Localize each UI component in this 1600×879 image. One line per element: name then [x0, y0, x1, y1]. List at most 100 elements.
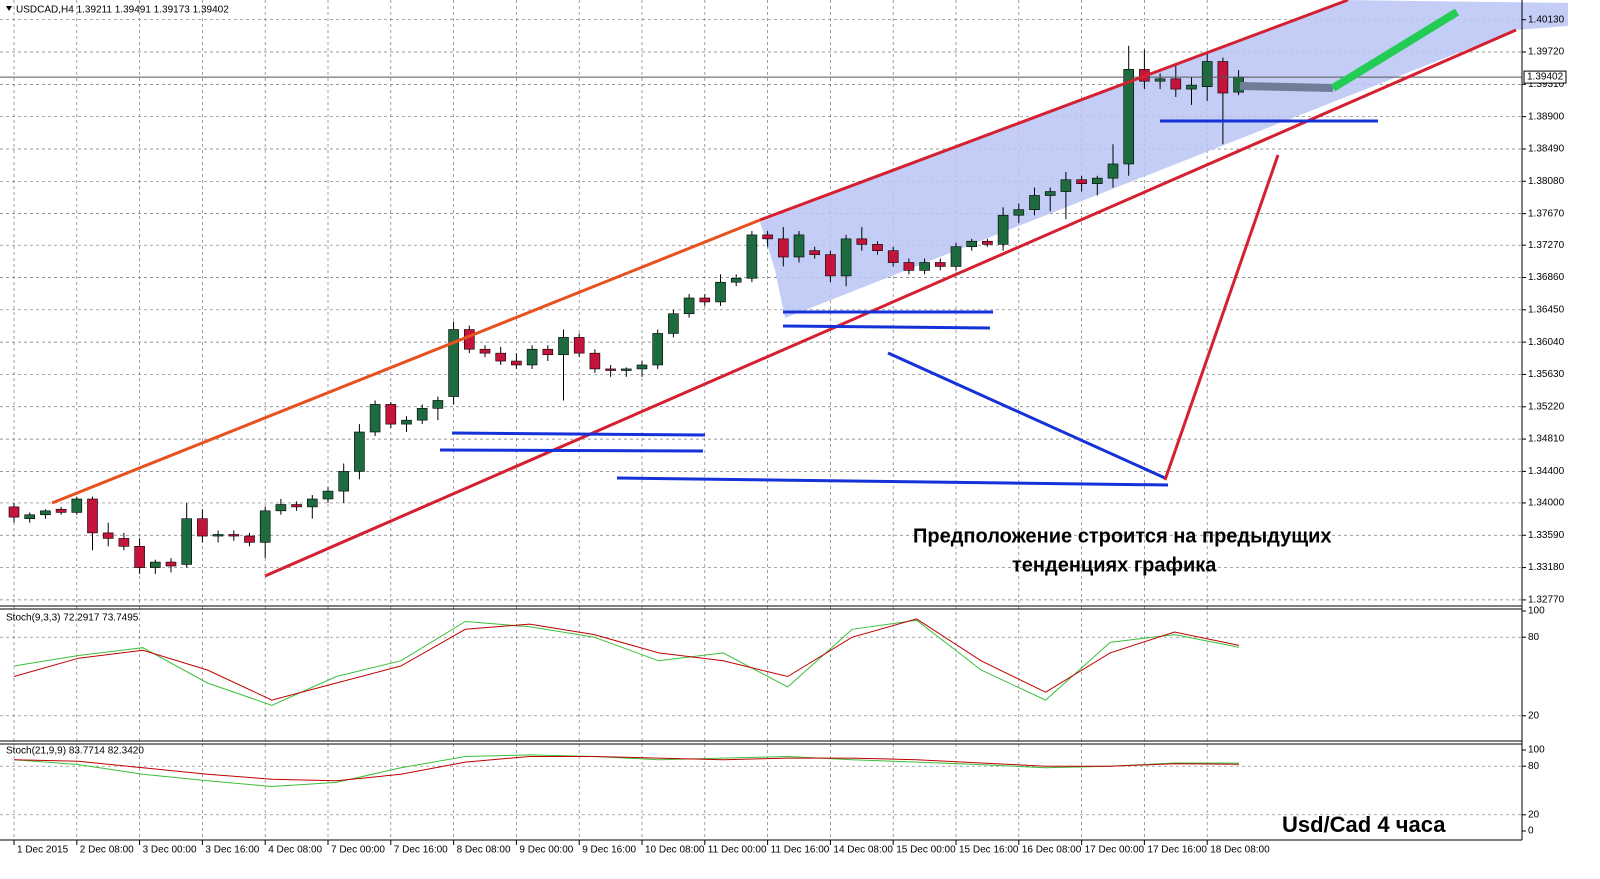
candle-body	[511, 360, 522, 366]
candle-body	[573, 337, 585, 354]
channel-upper-line	[51, 218, 761, 505]
candle-body	[338, 471, 350, 492]
y-tick-label: 20	[1528, 809, 1540, 820]
candle-body	[966, 240, 978, 248]
y-tick-label: 1.33180	[1528, 562, 1565, 573]
y-tick-label: 100	[1528, 606, 1545, 617]
candle-body	[715, 281, 726, 303]
candle-body	[354, 431, 365, 472]
candle-body	[1107, 163, 1119, 179]
candle-body	[401, 419, 412, 425]
candle-body	[1044, 191, 1056, 196]
candle-body	[432, 400, 444, 409]
candle-body	[385, 404, 397, 425]
candle-body	[463, 329, 475, 350]
annotation: Usd/Cad 4 часа	[1282, 812, 1446, 837]
annotation: тенденциях графика	[1012, 554, 1217, 576]
x-tick-label: 9 Dec 16:00	[582, 845, 636, 856]
candle-body	[872, 244, 883, 251]
candle-body	[950, 246, 962, 267]
stoch-line	[13, 619, 1240, 706]
candle-body	[448, 329, 459, 397]
candle-body	[118, 538, 130, 547]
y-tick-label: 1.36040	[1528, 337, 1565, 348]
x-tick-label: 3 Dec 16:00	[205, 845, 259, 856]
candle-body	[102, 532, 114, 539]
arrow-line	[887, 351, 1166, 480]
x-tick-label: 4 Dec 08:00	[268, 845, 322, 856]
candle-body	[1076, 179, 1087, 184]
x-tick-label: 18 Dec 08:00	[1210, 845, 1270, 856]
x-tick-label: 17 Dec 16:00	[1147, 845, 1207, 856]
candle-body	[1123, 69, 1134, 165]
candle-body	[55, 508, 67, 513]
y-tick-label: 1.32770	[1528, 595, 1565, 606]
y-tick-label: 1.35220	[1528, 401, 1565, 412]
level-line	[616, 476, 1169, 487]
candle-body	[1201, 61, 1213, 88]
x-tick-label: 8 Dec 08:00	[457, 845, 511, 856]
candle-body	[165, 561, 177, 567]
x-tick-label: 7 Dec 00:00	[331, 845, 385, 856]
y-tick-label: 1.39720	[1528, 47, 1565, 58]
y-tick-label: 1.34400	[1528, 466, 1565, 477]
y-tick-label: 1.40130	[1528, 14, 1565, 25]
candle-body	[1029, 195, 1040, 210]
candle-body	[495, 352, 507, 362]
candle-body	[369, 404, 381, 433]
y-tick-label: 1.34810	[1528, 434, 1565, 445]
candle-body	[291, 504, 302, 508]
level-line	[782, 324, 991, 330]
y-tick-label: 1.39310	[1528, 79, 1565, 90]
candle-body	[1170, 78, 1182, 90]
candle-body	[8, 506, 20, 518]
candle-body	[777, 238, 789, 258]
candle-body	[903, 262, 915, 271]
candle-body	[71, 498, 83, 513]
candle-body	[605, 368, 616, 371]
candle-body	[259, 510, 271, 543]
y-tick-label: 1.38490	[1528, 144, 1565, 155]
candle-body	[825, 254, 836, 277]
candle-body	[150, 561, 161, 568]
candle-body	[1186, 84, 1197, 90]
x-tick-label: 1 Dec 2015	[17, 845, 69, 856]
y-tick-label: 20	[1528, 710, 1540, 721]
candle-body	[1060, 179, 1072, 192]
y-tick-label: 1.37270	[1528, 240, 1565, 251]
marks-layer	[0, 45, 1522, 788]
candle-body	[416, 408, 428, 421]
candle-body	[542, 348, 554, 356]
price-marker-label: 1.39402	[1527, 72, 1564, 83]
y-tick-label: 1.38080	[1528, 176, 1565, 187]
candle-body	[197, 518, 208, 537]
stoch-line	[13, 754, 1240, 788]
price-marker	[1523, 70, 1567, 84]
arrow-line	[1163, 154, 1280, 481]
x-tick-label: 17 Dec 00:00	[1085, 845, 1145, 856]
x-tick-label: 2 Dec 08:00	[80, 845, 134, 856]
candle-body	[24, 514, 36, 520]
x-tick-label: 14 Dec 08:00	[833, 845, 893, 856]
y-tick-label: 80	[1528, 761, 1540, 772]
stoch-line	[13, 618, 1240, 701]
forecast-flat	[1239, 82, 1334, 92]
y-tick-label: 100	[1528, 745, 1545, 756]
candle-body	[244, 535, 255, 543]
candle-body	[683, 297, 695, 315]
candle-body	[620, 368, 632, 371]
y-tick-label: 1.36860	[1528, 272, 1565, 283]
x-tick-label: 11 Dec 00:00	[708, 845, 767, 856]
annotation: Предположение строится на предыдущих	[913, 525, 1332, 547]
y-tick-label: 1.38900	[1528, 111, 1565, 122]
x-tick-label: 16 Dec 08:00	[1022, 845, 1082, 856]
candle-body	[558, 337, 569, 356]
candle-body	[636, 364, 648, 370]
candle-body	[306, 498, 318, 508]
candle-body	[589, 352, 601, 370]
x-tick-label: 3 Dec 00:00	[143, 845, 197, 856]
candle-body	[1013, 209, 1025, 216]
candle-body	[1154, 78, 1166, 82]
